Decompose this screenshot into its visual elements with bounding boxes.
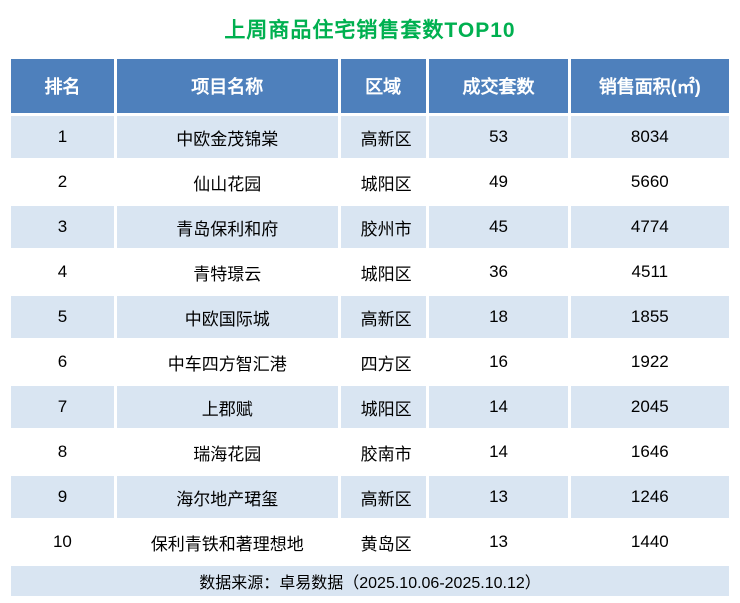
project-cell: 仙山花园: [113, 158, 341, 206]
project-cell: 青岛保利和府: [113, 203, 341, 251]
area-cell: 8034: [567, 113, 733, 161]
region-cell: 城阳区: [337, 158, 430, 206]
project-cell: 中欧金茂锦棠: [113, 113, 341, 161]
header-units: 成交套数: [426, 56, 571, 116]
project-cell: 保利青铁和著理想地: [113, 518, 341, 566]
units-cell: 53: [426, 113, 571, 161]
area-cell: 1646: [567, 428, 733, 476]
units-cell: 14: [426, 383, 571, 431]
units-cell: 13: [426, 473, 571, 521]
table-row: 2 仙山花园 城阳区 49 5660: [8, 158, 733, 206]
region-cell: 胶州市: [337, 203, 430, 251]
project-cell: 海尔地产珺玺: [113, 473, 341, 521]
region-cell: 黄岛区: [337, 518, 430, 566]
rank-cell: 6: [8, 338, 117, 386]
units-cell: 14: [426, 428, 571, 476]
rank-cell: 9: [8, 473, 117, 521]
rank-cell: 3: [8, 203, 117, 251]
header-region: 区域: [337, 56, 430, 116]
area-cell: 4774: [567, 203, 733, 251]
table-row: 4 青特璟云 城阳区 36 4511: [8, 248, 733, 296]
area-cell: 4511: [567, 248, 733, 296]
project-cell: 上郡赋: [113, 383, 341, 431]
rank-cell: 1: [8, 113, 117, 161]
units-cell: 36: [426, 248, 571, 296]
table-row: 1 中欧金茂锦棠 高新区 53 8034: [8, 113, 733, 161]
page-title: 上周商品住宅销售套数TOP10: [224, 19, 516, 42]
data-source-footer: 数据来源：卓易数据（2025.10.06-2025.10.12）: [8, 563, 732, 599]
table-header-row: 排名 项目名称 区域 成交套数 销售面积(㎡): [8, 56, 733, 116]
units-cell: 49: [426, 158, 571, 206]
rank-cell: 5: [8, 293, 117, 341]
header-rank: 排名: [8, 56, 117, 116]
table-row: 5 中欧国际城 高新区 18 1855: [8, 293, 733, 341]
project-cell: 中车四方智汇港: [113, 338, 341, 386]
table-row: 3 青岛保利和府 胶州市 45 4774: [8, 203, 733, 251]
project-cell: 中欧国际城: [113, 293, 341, 341]
units-cell: 18: [426, 293, 571, 341]
area-cell: 1855: [567, 293, 733, 341]
region-cell: 胶南市: [337, 428, 430, 476]
rank-cell: 2: [8, 158, 117, 206]
rank-cell: 10: [8, 518, 117, 566]
header-area: 销售面积(㎡): [567, 56, 733, 116]
rank-cell: 4: [8, 248, 117, 296]
table-row: 6 中车四方智汇港 四方区 16 1922: [8, 338, 733, 386]
area-cell: 2045: [567, 383, 733, 431]
area-cell: 1246: [567, 473, 733, 521]
project-cell: 瑞海花园: [113, 428, 341, 476]
units-cell: 45: [426, 203, 571, 251]
rank-cell: 7: [8, 383, 117, 431]
project-cell: 青特璟云: [113, 248, 341, 296]
rank-cell: 8: [8, 428, 117, 476]
region-cell: 四方区: [337, 338, 430, 386]
table-row: 8 瑞海花园 胶南市 14 1646: [8, 428, 733, 476]
area-cell: 1440: [567, 518, 733, 566]
sales-top10-table: 排名 项目名称 区域 成交套数 销售面积(㎡) 1 中欧金茂锦棠 高新区 53 8034…: [8, 56, 733, 599]
units-cell: 13: [426, 518, 571, 566]
area-cell: 5660: [567, 158, 733, 206]
region-cell: 城阳区: [337, 383, 430, 431]
table-row: 7 上郡赋 城阳区 14 2045: [8, 383, 733, 431]
table-body: 1 中欧金茂锦棠 高新区 53 8034 2 仙山花园 城阳区 49 5660 3 青岛保利和府 胶州市…: [8, 113, 733, 566]
table-row: 10 保利青铁和著理想地 黄岛区 13 1440: [8, 518, 733, 566]
table-footer-row: 数据来源：卓易数据（2025.10.06-2025.10.12）: [8, 563, 732, 599]
region-cell: 高新区: [337, 113, 430, 161]
units-cell: 16: [426, 338, 571, 386]
region-cell: 高新区: [337, 473, 430, 521]
area-cell: 1922: [567, 338, 733, 386]
header-project: 项目名称: [113, 56, 341, 116]
region-cell: 城阳区: [337, 248, 430, 296]
table-row: 9 海尔地产珺玺 高新区 13 1246: [8, 473, 733, 521]
region-cell: 高新区: [337, 293, 430, 341]
